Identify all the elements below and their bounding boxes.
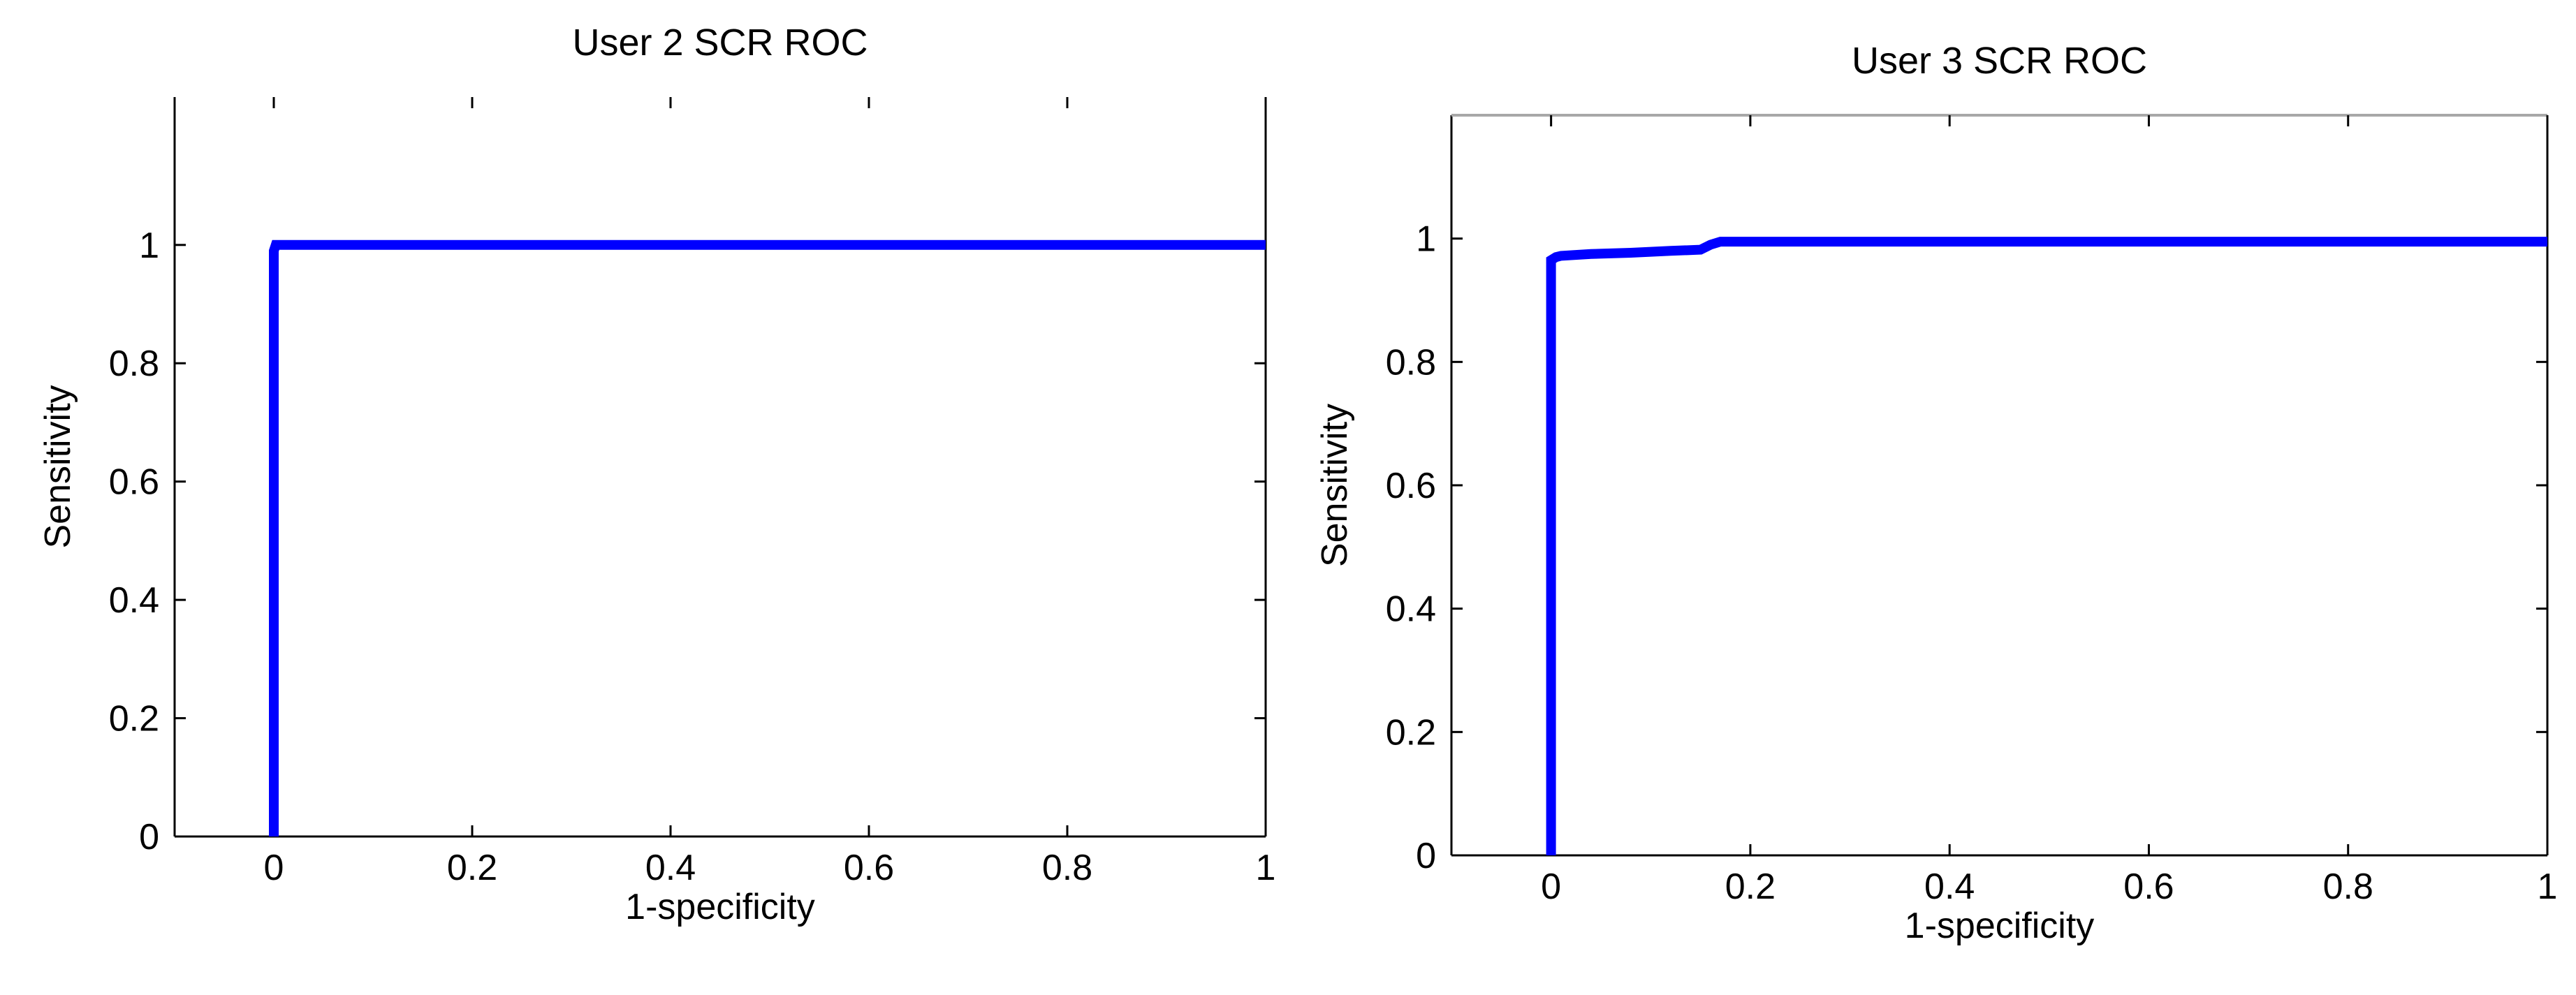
y-tick-label: 0.4: [1386, 589, 1436, 630]
y-tick-label: 0.4: [109, 580, 159, 621]
chart-panel-2: 0 0.2 0.4 0.6 0.8 1 0 0.2 0.4 0.6 0.8 1 User 3 SCR R…: [1315, 40, 2557, 946]
x-tick-label: 0.8: [1042, 848, 1092, 888]
chart-title: User 2 SCR ROC: [572, 22, 868, 64]
x-tick-label: 1: [2538, 867, 2558, 907]
y-tick-label: 1: [1416, 219, 1436, 260]
y-axis-label: Sensitivity: [38, 385, 78, 548]
roc-curve: [1546, 237, 2547, 855]
x-tick-label: 0.2: [1725, 867, 1776, 907]
x-axis-label: 1-specificity: [1905, 906, 2095, 946]
y-tick-label: 0.8: [1386, 342, 1436, 383]
y-tick-label: 0.8: [109, 344, 159, 384]
y-tick-label: 0.6: [1386, 466, 1436, 506]
y-tick-label: 1: [139, 226, 159, 266]
x-tick-label: 0.2: [447, 848, 497, 888]
x-tick-label: 0.6: [2123, 867, 2174, 907]
y-tick-label: 0: [1416, 836, 1436, 876]
x-tick-label: 1: [1256, 848, 1276, 888]
roc-curve: [269, 239, 1266, 836]
y-tick-label: 0.2: [1386, 712, 1436, 753]
chart-panel-1: 0 0.2 0.4 0.6 0.8 1 0 0.2 0.4 0.6 0.8 1 User 2 SCR R…: [38, 22, 1275, 927]
x-axis-label: 1-specificity: [625, 887, 815, 927]
y-tick-label: 0.2: [109, 699, 159, 739]
x-tick-label: 0: [264, 848, 284, 888]
x-tick-label: 0.8: [2323, 867, 2373, 907]
y-tick-label: 0.6: [109, 462, 159, 503]
y-axis-label: Sensitivity: [1315, 404, 1355, 567]
x-tick-label: 0: [1541, 867, 1561, 907]
x-tick-label: 0.6: [844, 848, 894, 888]
x-tick-label: 0.4: [645, 848, 696, 888]
x-tick-label: 0.4: [1924, 867, 1975, 907]
y-tick-label: 0: [139, 817, 159, 857]
chart-title: User 3 SCR ROC: [1852, 40, 2147, 82]
